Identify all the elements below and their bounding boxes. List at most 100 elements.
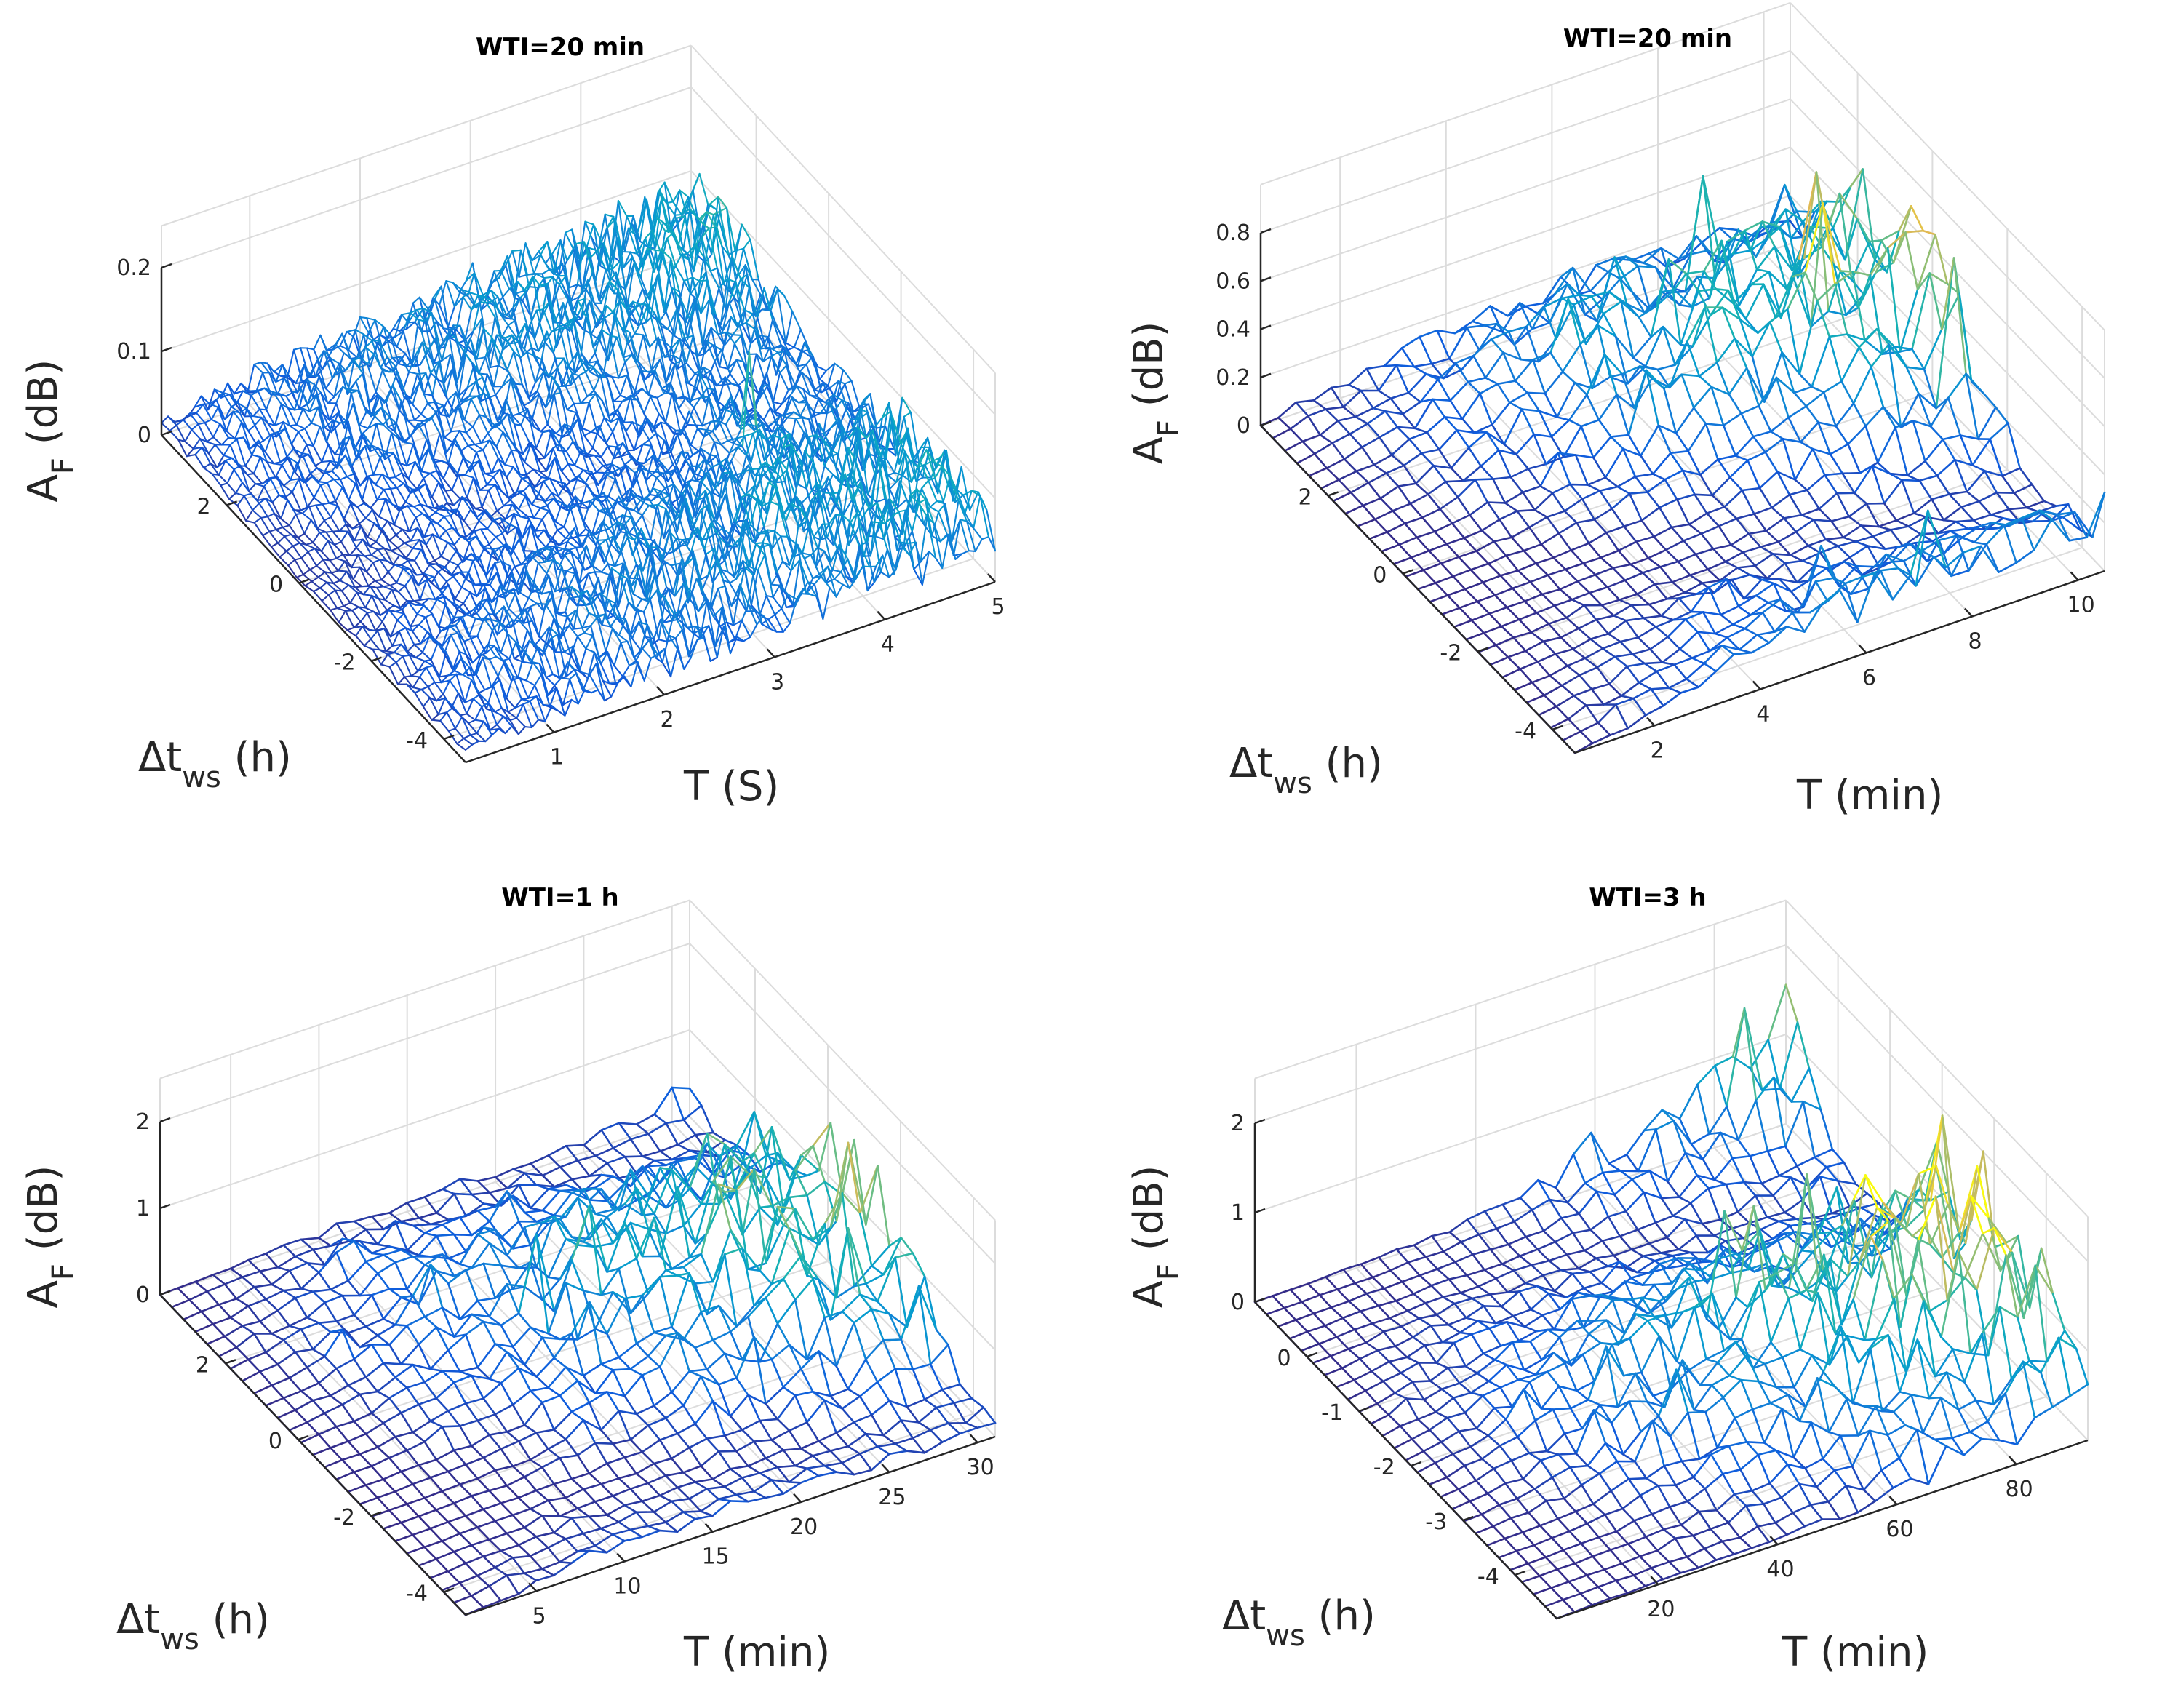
surface-segment — [621, 292, 632, 313]
surface-segment — [505, 250, 514, 266]
surface-segment — [389, 487, 398, 490]
surface-segment — [544, 341, 554, 354]
surface-segment — [515, 290, 525, 295]
surface-segment — [279, 375, 290, 378]
surface-segment — [260, 362, 271, 374]
surface-segment — [639, 303, 647, 324]
surface-segment — [432, 285, 442, 299]
surface-segment — [698, 279, 709, 282]
surface-segment — [583, 241, 594, 274]
surface-segment — [246, 474, 257, 485]
grid-line — [443, 557, 974, 740]
surface-segment — [299, 453, 310, 459]
surface-segment — [370, 395, 380, 418]
surface-segment — [498, 364, 508, 372]
surface-segment — [455, 296, 464, 331]
surface-segment — [412, 403, 422, 415]
surface-segment — [694, 236, 703, 246]
surface-segment — [206, 436, 215, 443]
surface-segment — [234, 482, 244, 494]
surface-segment — [589, 300, 599, 322]
surface-segment — [452, 282, 463, 290]
surface-segment — [650, 189, 661, 231]
surface-segment — [274, 403, 282, 426]
surface-segment — [358, 346, 367, 369]
surface-segment — [408, 371, 418, 375]
surface-segment — [226, 382, 237, 406]
surface-segment — [212, 423, 221, 439]
surface-segment — [340, 367, 351, 391]
surface-segment — [294, 452, 303, 474]
surface-segment — [444, 489, 453, 492]
surface-segment — [220, 382, 229, 399]
surface-segment — [328, 412, 339, 421]
surface-segment — [408, 354, 417, 373]
surface-segment — [686, 244, 697, 255]
surface-segment — [359, 356, 370, 404]
surface-segment — [626, 262, 635, 307]
surface-segment — [725, 207, 736, 252]
surface-segment — [463, 308, 473, 342]
surface-segment — [647, 503, 658, 506]
surface-segment — [562, 302, 573, 331]
surface-segment — [659, 250, 670, 279]
surface-segment — [500, 324, 509, 339]
surface-segment — [558, 284, 569, 301]
surface-segment — [413, 419, 424, 422]
surface-segment — [441, 354, 452, 362]
surface-segment — [362, 372, 372, 418]
surface-segment — [635, 287, 644, 308]
surface-segment — [251, 439, 260, 456]
surface-segment — [266, 362, 277, 383]
surface-segment — [315, 394, 326, 428]
surface-segment — [182, 418, 193, 431]
surface-segment — [394, 330, 404, 338]
surface-segment — [366, 317, 376, 321]
surface-segment — [337, 570, 348, 572]
surface-segment — [293, 407, 304, 411]
surface-segment — [492, 300, 503, 339]
surface-segment — [495, 334, 506, 339]
surface-segment — [191, 428, 202, 440]
surface-segment — [431, 312, 442, 349]
surface-segment — [358, 363, 369, 369]
surface-segment — [410, 381, 420, 399]
surface-segment — [338, 530, 349, 532]
surface-segment — [311, 406, 319, 424]
surface-segment — [160, 422, 171, 432]
surface-segment — [346, 330, 354, 338]
surface-segment — [383, 487, 391, 490]
surface-segment — [234, 390, 244, 395]
surface-segment — [391, 356, 402, 359]
surface-segment — [321, 460, 331, 463]
surface-segment — [480, 302, 490, 311]
surface-segment — [733, 223, 743, 269]
surface-segment — [439, 304, 449, 328]
surface-segment — [333, 367, 342, 398]
surface-segment — [332, 419, 341, 424]
surface-segment — [598, 283, 609, 302]
surface-segment — [489, 334, 498, 369]
surface-segment — [242, 436, 253, 456]
surface-segment — [242, 390, 252, 396]
surface-segment — [670, 258, 679, 313]
surface-segment — [413, 642, 422, 646]
surface-segment — [412, 341, 423, 368]
surface-segment — [226, 468, 235, 484]
surface-segment — [207, 388, 215, 411]
surface-segment — [404, 675, 412, 678]
surface-segment — [211, 473, 222, 487]
surface-segment — [307, 394, 317, 405]
surface-segment — [186, 447, 194, 458]
surface-segment — [607, 445, 618, 448]
surface-segment — [295, 424, 306, 430]
surface-segment — [410, 675, 420, 678]
surface-segment — [378, 339, 388, 358]
surface-segment — [511, 249, 522, 252]
surface-segment — [184, 440, 194, 450]
surface-segment — [187, 412, 198, 418]
surface-segment — [506, 255, 517, 295]
surface-segment — [714, 226, 725, 285]
surface-segment — [324, 377, 334, 390]
